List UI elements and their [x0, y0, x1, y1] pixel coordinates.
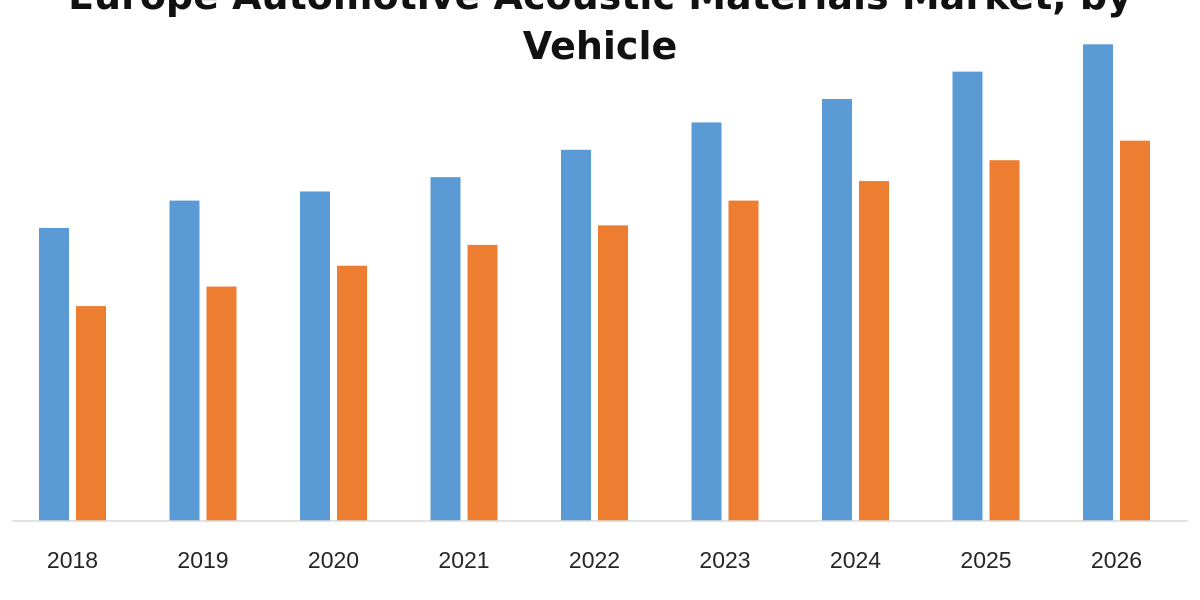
x-tick-label-2024: 2024 [830, 547, 881, 573]
bar-series-1-2020 [300, 191, 330, 521]
x-tick-label-2026: 2026 [1091, 547, 1142, 573]
bar-series-2-2019 [206, 286, 237, 521]
chart-title-line-2: Vehicle [522, 24, 678, 68]
bar-series-1-2018 [39, 227, 69, 521]
bar-series-1-2019 [169, 200, 200, 521]
bar-series-1-2024 [822, 98, 852, 522]
x-tick-label-2020: 2020 [308, 547, 359, 573]
x-tick-label-2025: 2025 [960, 547, 1011, 573]
x-tick-label-2018: 2018 [47, 547, 98, 573]
bar-series-2-2024 [859, 181, 889, 522]
x-tick-label-2021: 2021 [438, 547, 489, 573]
bar-series-1-2021 [430, 177, 461, 521]
x-tick-label-2023: 2023 [699, 547, 750, 573]
bar-series-2-2020 [337, 265, 367, 521]
bar-series-1-2025 [952, 71, 983, 521]
chart-title-line-1: Europe Automotive Acoustic Materials Mar… [0, 0, 1200, 18]
bar-series-2-2018 [76, 306, 106, 521]
x-tick-labels: 2018 2019 2020 2021 2022 2023 2024 2025 2026 [47, 547, 1142, 573]
bars-group [39, 44, 1150, 522]
bar-series-2-2025 [989, 160, 1020, 521]
bar-series-1-2023 [691, 122, 722, 521]
bar-series-2-2021 [467, 244, 498, 521]
bar-series-1-2026 [1083, 44, 1113, 521]
bar-series-2-2022 [598, 225, 628, 521]
bar-series-2-2026 [1120, 140, 1150, 522]
bar-series-1-2022 [561, 149, 591, 521]
x-tick-label-2022: 2022 [569, 547, 620, 573]
x-tick-label-2019: 2019 [177, 547, 228, 573]
bar-series-2-2023 [728, 200, 759, 521]
